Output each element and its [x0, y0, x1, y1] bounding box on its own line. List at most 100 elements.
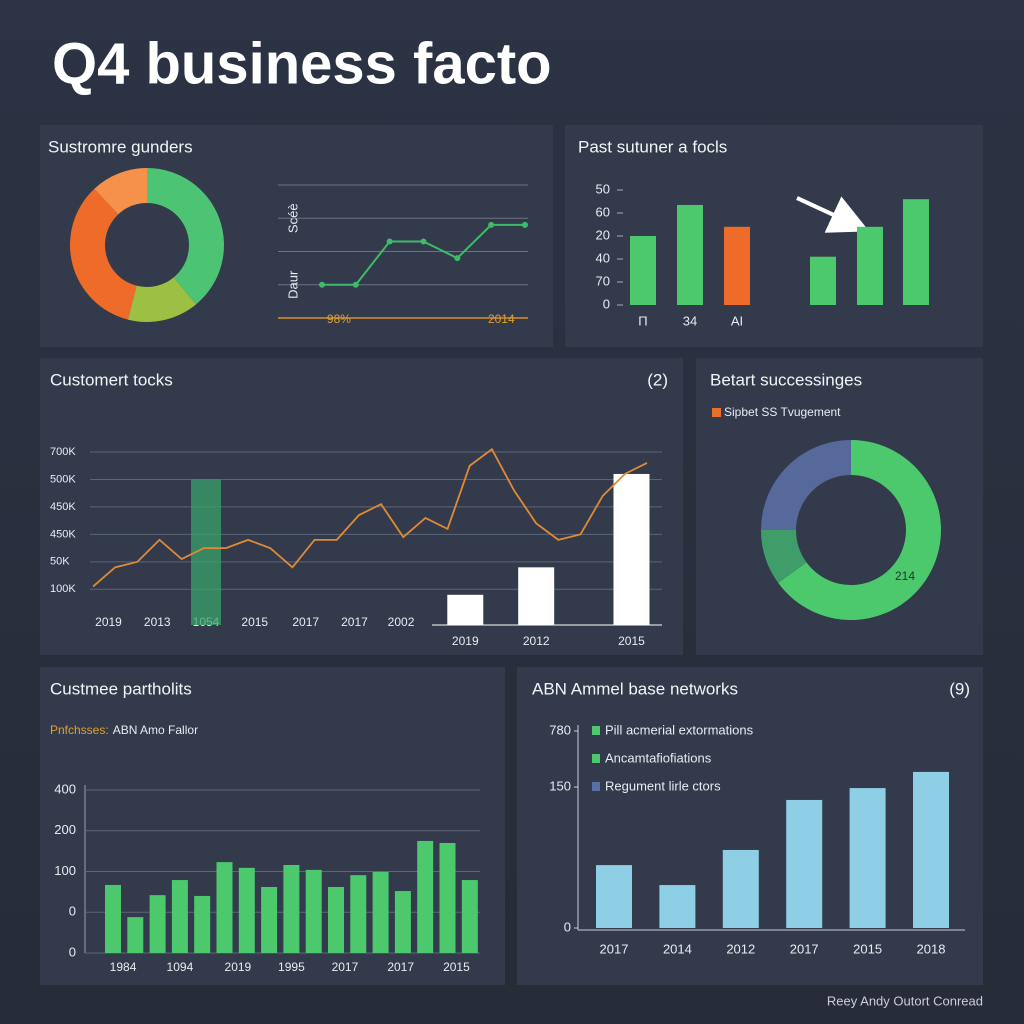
line-point — [386, 238, 393, 245]
y-tick-label: 200 — [54, 822, 76, 837]
x-tick-label: 1094 — [167, 960, 194, 974]
y-tick-label: 450K — [50, 528, 76, 540]
y-tick-label: 400 — [54, 781, 76, 796]
footer: Reey Andy Outort Conread — [827, 993, 983, 1008]
panel-title: Customert tocks — [50, 370, 173, 389]
bar — [677, 204, 703, 305]
x-tick-label: Π — [638, 313, 647, 328]
bar — [394, 891, 411, 953]
bar — [216, 862, 233, 953]
x-tick-label: 2015 — [443, 960, 470, 974]
bar — [305, 869, 322, 953]
legend-label: Sipbet SS Tvugement — [724, 405, 841, 419]
y-tick-label: 20 — [596, 227, 610, 242]
y-tick-label: 40 — [596, 250, 610, 265]
y-tick-label: 150 — [549, 779, 571, 794]
legend-label: Pill acmerial extormations — [605, 722, 754, 737]
donut-segment — [94, 168, 147, 215]
y-tick-label: 0 — [69, 944, 76, 959]
bar — [659, 885, 696, 928]
legend-swatch — [592, 782, 600, 791]
line-point — [522, 221, 528, 228]
bar-label: 2019 — [452, 634, 479, 648]
x-tick-label: 1995 — [278, 960, 305, 974]
y-tick-label: 450K — [50, 501, 76, 513]
bar — [596, 865, 632, 928]
y-tick-label: Daur — [285, 270, 300, 299]
legend-swatch — [592, 726, 600, 735]
donut-segment — [147, 168, 225, 305]
x-tick-label: 2017 — [790, 941, 819, 956]
bar — [417, 840, 434, 953]
legend-label: Ancamtafiofiations — [605, 750, 712, 765]
legend-swatch — [592, 754, 600, 763]
donut-segment — [761, 440, 851, 530]
x-tick-label: 2019 — [95, 615, 122, 629]
panel-title: Betart successinges — [710, 370, 862, 389]
bar — [238, 867, 255, 953]
bar — [328, 886, 344, 953]
x-tick-label: 2014 — [663, 941, 692, 956]
bar — [105, 884, 121, 953]
x-tick-label: 2014 — [488, 312, 515, 326]
x-tick-label: 98% — [327, 312, 351, 326]
bar — [786, 799, 823, 928]
x-tick-label: 1984 — [110, 960, 137, 974]
x-tick-label: 2017 — [292, 615, 319, 629]
x-tick-label: 2017 — [600, 941, 629, 956]
panel — [517, 667, 983, 985]
bar — [194, 895, 211, 953]
y-tick-label: 100 — [54, 863, 76, 878]
bar — [439, 842, 456, 953]
x-tick-label: 2002 — [388, 615, 415, 629]
panel-note: (9) — [949, 679, 970, 698]
y-tick-label: 60 — [596, 204, 610, 219]
bar — [903, 199, 929, 305]
y-tick-label: Scéè — [285, 203, 300, 233]
x-tick-label: 2019 — [225, 960, 252, 974]
bar — [171, 880, 188, 953]
bar — [810, 256, 836, 305]
bar — [261, 886, 278, 953]
line-point — [454, 255, 461, 262]
legend-prefix: Pnfchsses: — [50, 723, 109, 737]
bar — [350, 875, 367, 953]
y-tick-label: 780 — [549, 722, 571, 737]
y-tick-label: 700K — [50, 446, 76, 458]
bar-label: 2012 — [523, 634, 550, 648]
y-tick-label: 50 — [596, 181, 610, 196]
x-tick-label: 34 — [683, 313, 697, 328]
line-point — [420, 238, 427, 245]
panel-title: Sustromre gunders — [48, 137, 193, 156]
bar — [447, 594, 484, 625]
x-tick-label: 2017 — [332, 960, 359, 974]
x-tick-label: 2018 — [917, 941, 946, 956]
x-tick-label: 2017 — [387, 960, 414, 974]
y-tick-label: 0 — [564, 919, 571, 934]
legend-label: Regument lirle ctors — [605, 778, 721, 793]
legend: Pnfchsses: ABN Amo Fallor — [50, 723, 198, 737]
y-tick-label: 50K — [50, 556, 70, 568]
page-title: Q4 business facto — [52, 31, 552, 96]
line-point — [488, 221, 495, 228]
donut-segment — [127, 277, 197, 322]
x-tick-label: 2012 — [726, 941, 755, 956]
arrow — [796, 196, 870, 233]
bar — [724, 226, 750, 305]
bar — [283, 864, 300, 953]
bar — [518, 567, 555, 625]
y-tick-label: 100K — [50, 583, 76, 595]
line — [92, 447, 648, 588]
bar-label: 2015 — [618, 634, 645, 648]
panel-note: (2) — [647, 370, 668, 389]
line-point — [319, 281, 325, 288]
bar — [127, 917, 144, 953]
legend-swatch — [712, 408, 721, 417]
bar — [857, 226, 883, 305]
y-tick-label: 0 — [603, 296, 610, 311]
y-tick-label: 70 — [596, 273, 610, 288]
panel-title: Past sutuner a focls — [578, 137, 727, 156]
legend-label: ABN Amo Fallor — [113, 723, 198, 737]
panel-title: Custmee partholits — [50, 679, 192, 698]
x-tick-label: AI — [731, 313, 743, 328]
